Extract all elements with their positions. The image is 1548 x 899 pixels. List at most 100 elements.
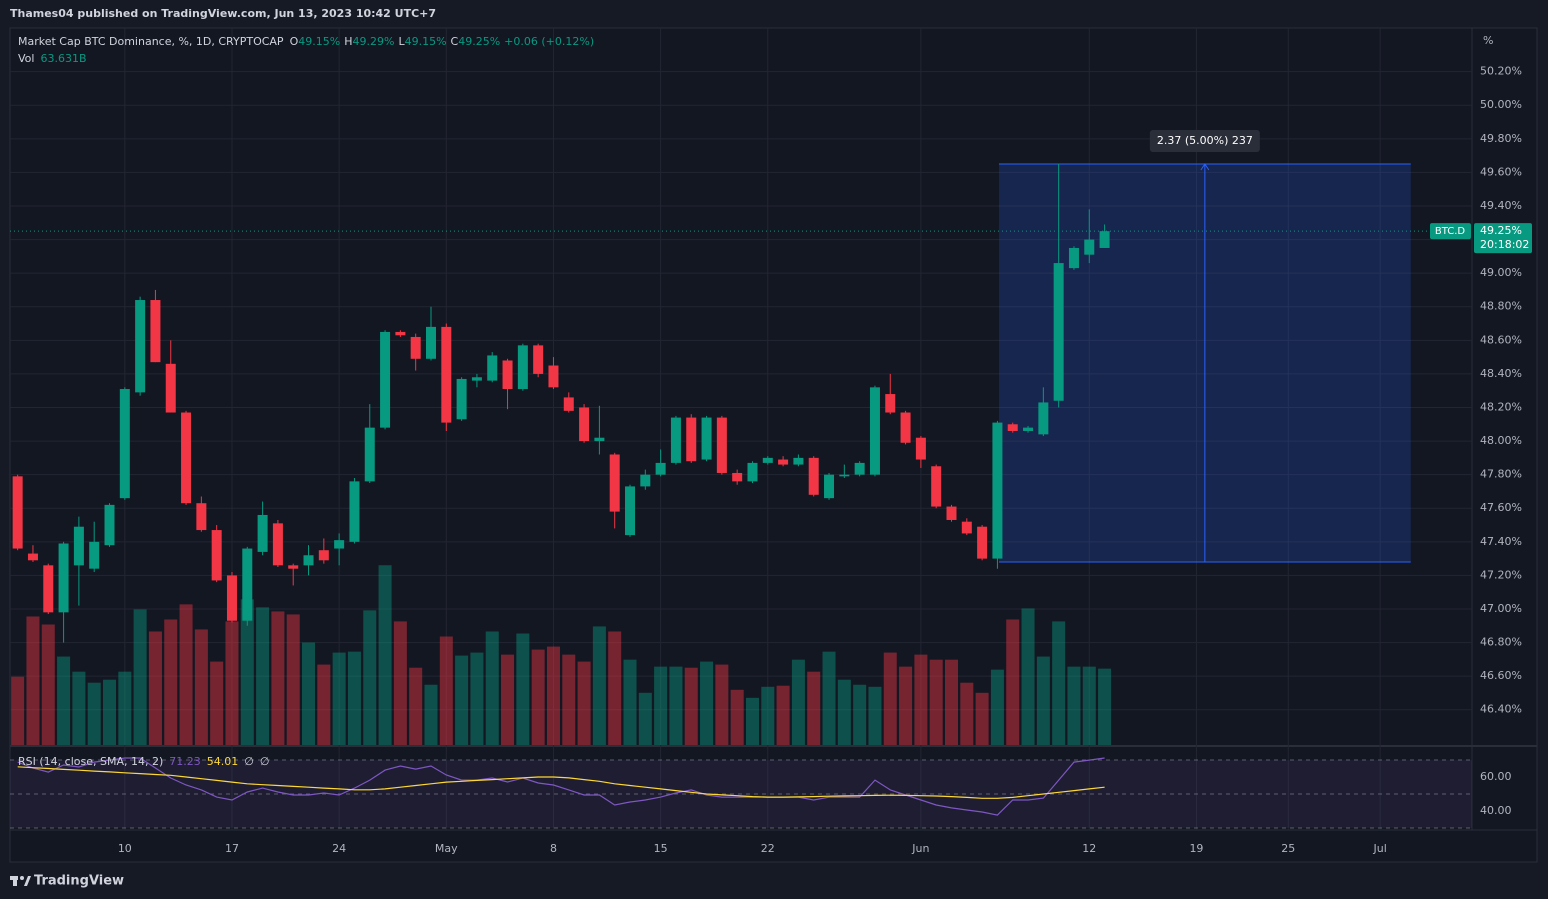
volume-legend: Vol 63.631B [18, 52, 87, 65]
price-label: 49.25% [1480, 224, 1522, 237]
y-tick-label: 47.20% [1480, 568, 1522, 581]
title: Market Cap BTC Dominance, %, 1D, CRYPTOC… [18, 35, 284, 48]
volume-bar [944, 659, 958, 745]
volume-bar [623, 659, 637, 745]
volume-bar [164, 619, 178, 745]
volume-name: Vol [18, 52, 34, 65]
candle-body [915, 437, 926, 460]
candle-body [548, 365, 559, 388]
volume-bar [332, 652, 346, 745]
volume-bar [853, 684, 867, 745]
candle-body [900, 412, 911, 443]
volume-bar [378, 565, 392, 745]
measure-arrowhead [1200, 163, 1210, 171]
candle-body [655, 462, 666, 475]
symbol-box [1430, 223, 1471, 240]
ohlc-value: 49.15% [298, 35, 340, 48]
candle-body [288, 565, 299, 569]
logo-mark [20, 876, 24, 880]
volume-bar [133, 609, 147, 745]
candle-body [1023, 427, 1034, 431]
candle-body [931, 466, 942, 507]
brand: TradingView [34, 874, 124, 889]
volume-bar [654, 666, 668, 745]
candle-body [119, 389, 130, 499]
candle-body [226, 575, 237, 621]
ohlc-value: 49.15% [405, 35, 447, 48]
chart-frame [9, 27, 1538, 863]
y-tick-label: 48.40% [1480, 367, 1522, 380]
rsi-name: RSI (14, close, SMA, 14, 2) [18, 755, 163, 768]
volume-bar [791, 659, 805, 745]
candle-body [425, 326, 436, 359]
y-unit: % [1483, 34, 1493, 47]
volume-bar [501, 654, 515, 745]
candle-body [992, 422, 1003, 559]
y-tick-label: 46.60% [1480, 669, 1522, 682]
candle-body [471, 377, 482, 381]
x-tick-label: 8 [550, 842, 557, 855]
volume-bar [960, 682, 974, 745]
logo-mark [13, 876, 17, 886]
candle-body [27, 553, 38, 561]
candle-body [594, 437, 605, 442]
candle-body [211, 530, 222, 581]
y-tick-label: 46.40% [1480, 703, 1522, 716]
volume-bar [761, 686, 775, 745]
candle-body [456, 378, 467, 420]
candle-body [43, 565, 54, 613]
candle-body [778, 459, 789, 465]
volume-bar [822, 651, 836, 745]
x-tick-label: Jun [911, 842, 929, 855]
ohlc-key: H [344, 35, 352, 48]
volume-bar [41, 624, 55, 745]
candle-body [716, 417, 727, 473]
volume-bar [776, 685, 790, 745]
volume-bar [148, 631, 162, 745]
volume-bar [990, 669, 1004, 745]
volume-bar [1006, 619, 1020, 745]
candle-body [747, 462, 758, 482]
volume-bar [669, 666, 683, 745]
candle-body [869, 387, 880, 475]
rsi-legend: RSI (14, close, SMA, 14, 2) 71.23 54.01 ∅ ∅ [18, 755, 269, 768]
volume-bar [837, 679, 851, 745]
candle-body [625, 486, 636, 536]
candle-body [1084, 239, 1095, 255]
volume-bar [424, 684, 438, 745]
volume-bar [439, 636, 453, 745]
logo-mark [24, 876, 31, 886]
rsi-value: 71.23 [169, 755, 201, 768]
rsi-value: 54.01 [207, 755, 239, 768]
volume-bar [929, 659, 943, 745]
candle-body [441, 326, 452, 423]
measure-label-box [1149, 130, 1260, 153]
volume-bar [118, 671, 132, 745]
y-tick-label: 48.60% [1480, 333, 1522, 346]
volume-bar [26, 616, 40, 745]
ohlc-key: C [451, 35, 459, 48]
volume-bar [409, 667, 423, 745]
y-tick-label: 47.40% [1480, 535, 1522, 548]
candle-body [135, 300, 146, 393]
candle-body [318, 550, 329, 561]
candle-body [793, 457, 804, 465]
publisher: Thames04 published on TradingView.com, J… [10, 7, 436, 20]
candle-body [181, 412, 192, 504]
y-tick-label: 47.00% [1480, 602, 1522, 615]
candle-body [257, 514, 268, 552]
volume-bar [103, 679, 117, 745]
candle-body [104, 504, 115, 546]
candle-body [670, 417, 681, 463]
symbol-label: BTC.D [1435, 226, 1466, 237]
volume-bar [1082, 666, 1096, 745]
candle-body [73, 526, 84, 566]
candle-body [762, 457, 773, 463]
y-tick-label: 49.00% [1480, 266, 1522, 279]
volume-bar [210, 661, 224, 745]
volume-bar [868, 686, 882, 745]
candle-body [1053, 263, 1064, 401]
candle-body [487, 355, 498, 381]
candle-body [12, 476, 23, 549]
volume-bar [546, 646, 560, 745]
